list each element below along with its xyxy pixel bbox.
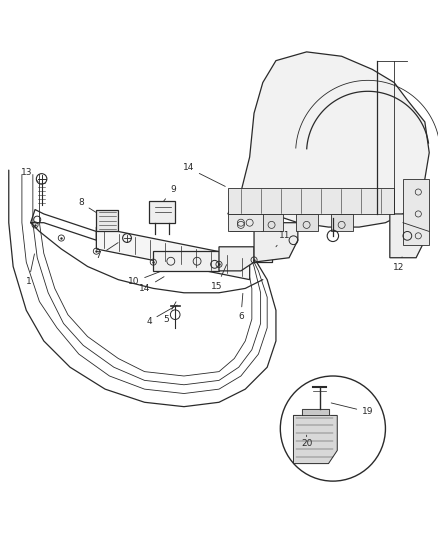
- Polygon shape: [228, 52, 429, 227]
- Text: 20: 20: [301, 435, 312, 448]
- Polygon shape: [96, 209, 118, 231]
- Polygon shape: [390, 214, 425, 258]
- Polygon shape: [261, 214, 283, 231]
- Polygon shape: [219, 247, 254, 271]
- Polygon shape: [228, 214, 263, 231]
- Text: 6: 6: [238, 293, 244, 321]
- Text: 13: 13: [21, 168, 38, 182]
- Polygon shape: [293, 415, 337, 464]
- Text: 19: 19: [331, 403, 374, 416]
- Text: 4: 4: [146, 305, 177, 326]
- Polygon shape: [254, 223, 298, 262]
- Polygon shape: [403, 179, 429, 245]
- Text: 10: 10: [128, 272, 159, 286]
- Text: 12: 12: [393, 257, 404, 272]
- Polygon shape: [153, 251, 219, 271]
- Text: 1: 1: [25, 254, 35, 286]
- Polygon shape: [230, 214, 252, 231]
- Text: 7: 7: [95, 243, 118, 260]
- Polygon shape: [296, 214, 318, 231]
- Text: 9: 9: [164, 185, 176, 201]
- Text: 15: 15: [211, 265, 226, 290]
- Polygon shape: [331, 214, 353, 231]
- Text: 11: 11: [276, 231, 290, 247]
- Text: 5: 5: [163, 302, 176, 324]
- Text: 8: 8: [78, 198, 96, 213]
- Text: 14: 14: [139, 277, 164, 293]
- Polygon shape: [228, 188, 394, 214]
- Polygon shape: [149, 201, 175, 223]
- Polygon shape: [302, 409, 328, 415]
- Text: 14: 14: [183, 164, 225, 187]
- Polygon shape: [96, 227, 250, 280]
